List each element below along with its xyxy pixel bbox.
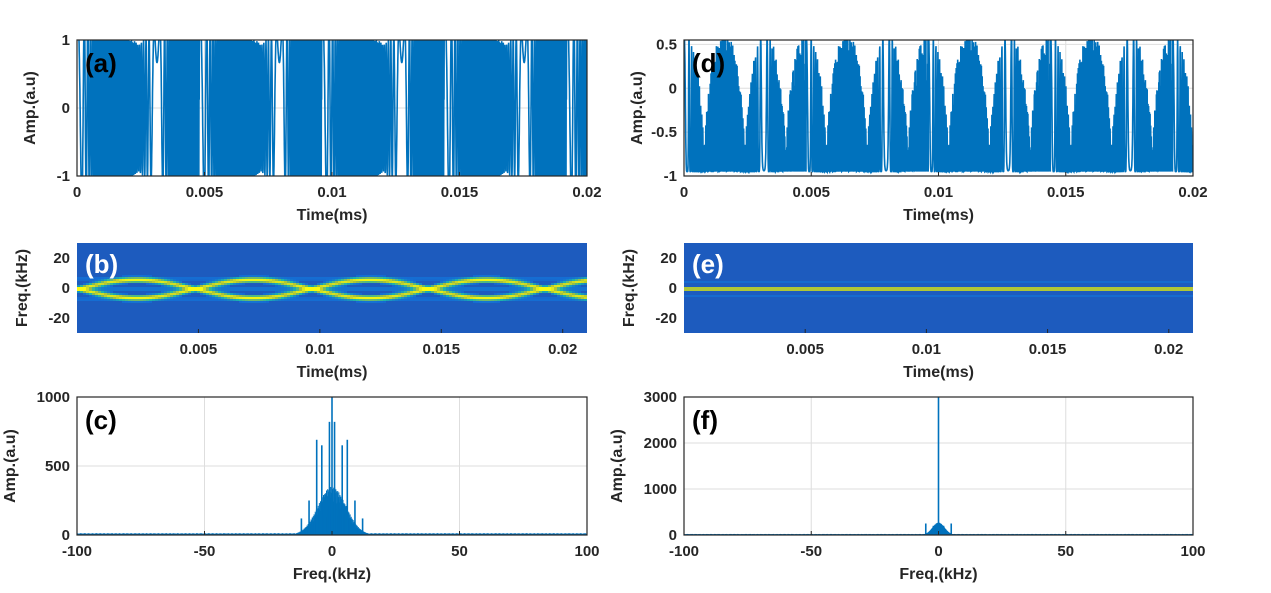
y-tick-label: -20 <box>48 310 70 327</box>
y-tick-label: 20 <box>660 250 677 267</box>
y-tick-label: 0 <box>669 280 677 297</box>
x-tick-label: 0.015 <box>423 341 461 358</box>
x-tick-label: 0.02 <box>1154 341 1183 358</box>
panel-d: 0 0.005 0.01 0.015 0.02 -1 -0.5 0 0.5 Time(ms) Amp… <box>629 36 1208 224</box>
y-axis-label: Freq.(kHz) <box>621 249 638 327</box>
x-tick-label: 0.015 <box>441 184 479 201</box>
x-tick-label: 0.005 <box>792 184 830 201</box>
panel-label: (b) <box>85 249 118 279</box>
y-tick-label: 500 <box>45 458 70 475</box>
x-axis-label: Time(ms) <box>297 207 368 224</box>
x-tick-label: 0 <box>73 184 81 201</box>
y-tick-label: 0.5 <box>656 36 677 53</box>
x-axis-label: Time(ms) <box>297 364 368 381</box>
series-line <box>78 40 587 176</box>
panel-label: (e) <box>692 249 724 279</box>
x-tick-label: -50 <box>194 543 216 560</box>
panel-f: -100 -50 0 50 1000100020003000Freq.(kHz)Amp.… <box>609 389 1206 583</box>
y-axis-label: Amp.(a.u) <box>629 71 646 145</box>
x-tick-label: 0 <box>934 543 942 560</box>
x-tick-label: 0.015 <box>1047 184 1085 201</box>
x-tick-label: 0.01 <box>305 341 334 358</box>
x-tick-label: 0.005 <box>180 341 218 358</box>
x-tick-label: -50 <box>800 543 822 560</box>
y-axis-label: Amp.(a.u) <box>22 71 39 145</box>
x-tick-label: 0.02 <box>1178 184 1207 201</box>
x-tick-label: 0.01 <box>912 341 941 358</box>
y-tick-label: 0 <box>669 527 677 544</box>
y-tick-label: 0 <box>62 280 70 297</box>
x-tick-label: 0.01 <box>317 184 346 201</box>
panel-label: (c) <box>85 405 117 435</box>
x-tick-label: 50 <box>1057 543 1074 560</box>
y-axis-label: Amp.(a.u) <box>609 429 626 503</box>
y-tick-label: 1 <box>62 32 70 49</box>
y-tick-label: 1000 <box>644 481 677 498</box>
panel-a: 0 0.005 0.01 0.015 0.02-101Time(ms)Amp.(a.u)… <box>22 32 602 224</box>
x-tick-label: 0.005 <box>186 184 224 201</box>
x-axis-label: Freq.(kHz) <box>899 566 977 583</box>
spectrogram-image <box>77 243 587 333</box>
y-tick-label: 2000 <box>644 435 677 452</box>
panel-e: 0.005 0.01 0.015 0.02 20 0 -20 Time(ms) Freq.(kH… <box>621 243 1193 381</box>
x-tick-label: 0 <box>680 184 688 201</box>
y-tick-label: -1 <box>57 168 70 185</box>
series-line <box>684 40 1193 175</box>
x-tick-label: 100 <box>574 543 599 560</box>
x-tick-label: 0.02 <box>572 184 601 201</box>
x-axis-label: Time(ms) <box>903 364 974 381</box>
spectrogram-image <box>684 243 1193 333</box>
panels: 0 0.005 0.01 0.015 0.02-101Time(ms)Amp.(a.u)… <box>2 32 1208 583</box>
x-tick-label: 0.01 <box>924 184 953 201</box>
y-tick-label: 20 <box>53 250 70 267</box>
y-tick-label: 0 <box>669 80 677 97</box>
panel-b: 0.005 0.01 0.015 0.02 20 0 -20 Time(ms) Freq.(kH… <box>14 243 587 381</box>
panel-label: (a) <box>85 48 117 78</box>
x-tick-label: 0 <box>328 543 336 560</box>
panel-c: -100 -50 0 50 10005001000Freq.(kHz)Amp.(a.u)… <box>2 389 600 583</box>
y-tick-label: 0 <box>62 100 70 117</box>
x-tick-label: -100 <box>62 543 92 560</box>
x-axis-label: Freq.(kHz) <box>293 566 371 583</box>
y-tick-label: -1 <box>664 168 677 185</box>
x-axis-label: Time(ms) <box>903 207 974 224</box>
y-axis-label: Freq.(kHz) <box>14 249 31 327</box>
panel-label: (f) <box>692 405 718 435</box>
x-tick-label: -100 <box>669 543 699 560</box>
x-tick-label: 50 <box>451 543 468 560</box>
panel-label: (d) <box>692 48 725 78</box>
x-tick-label: 0.005 <box>786 341 824 358</box>
y-axis-label: Amp.(a.u) <box>2 429 19 503</box>
x-tick-label: 0.02 <box>548 341 577 358</box>
y-tick-label: 0 <box>62 527 70 544</box>
y-tick-label: -20 <box>655 310 677 327</box>
x-tick-label: 0.015 <box>1029 341 1067 358</box>
x-tick-label: 100 <box>1180 543 1205 560</box>
y-tick-label: 3000 <box>644 389 677 406</box>
y-tick-label: -0.5 <box>651 124 677 141</box>
y-tick-label: 1000 <box>37 389 70 406</box>
